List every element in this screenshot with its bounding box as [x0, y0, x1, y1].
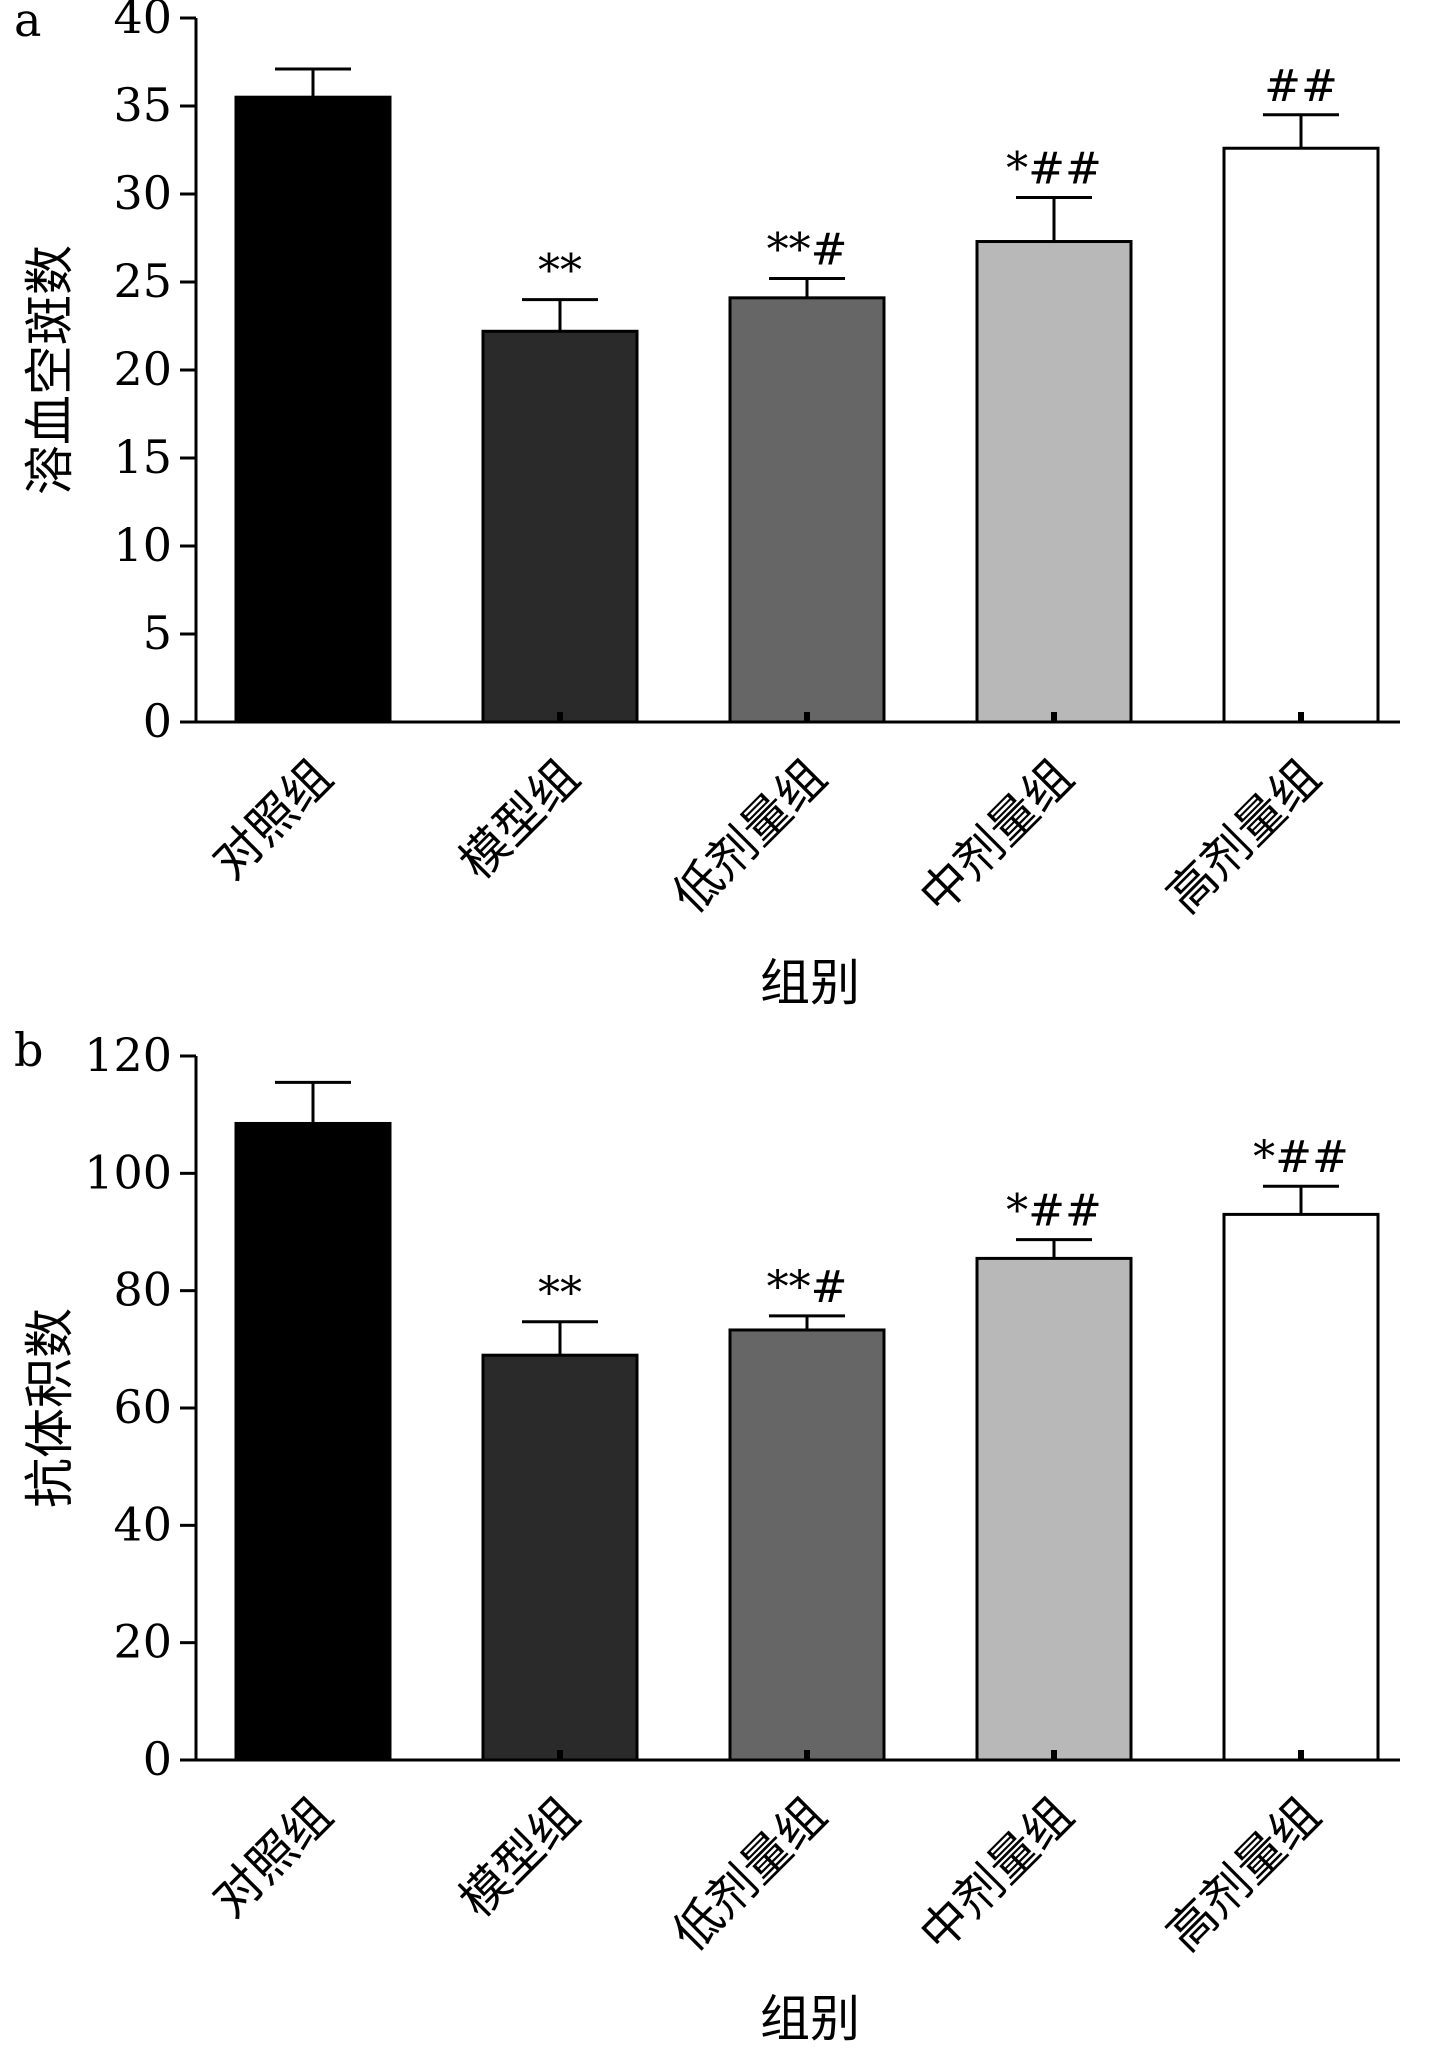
x-axis-label: 组别 — [760, 1990, 860, 2048]
bar — [975, 1256, 1133, 1762]
bar — [728, 1328, 886, 1762]
x-tick-label: 中剂量组 — [909, 1787, 1084, 1962]
y-tick-label: 30 — [113, 166, 172, 220]
x-tick-label: 对照组 — [202, 749, 343, 890]
bar — [1222, 146, 1380, 724]
y-tick-label: 0 — [143, 1732, 172, 1786]
significance-label: *## — [1006, 144, 1102, 195]
bar — [481, 1353, 639, 1762]
significance-label: **# — [767, 1262, 848, 1313]
y-tick-label: 40 — [113, 0, 172, 44]
x-tick-label: 高剂量组 — [1156, 1787, 1331, 1962]
y-tick-label: 20 — [113, 1615, 172, 1669]
panel-label: a — [14, 0, 41, 47]
significance-label: ** — [538, 1268, 582, 1319]
y-tick-label: 15 — [113, 430, 172, 484]
significance-label: **# — [767, 224, 848, 275]
x-tick-label: 模型组 — [449, 749, 590, 890]
y-tick-label: 5 — [143, 606, 172, 660]
bar — [1222, 1212, 1380, 1762]
x-tick-label: 低剂量组 — [662, 1787, 837, 1962]
x-tick-label: 对照组 — [202, 1787, 343, 1928]
bar — [975, 240, 1133, 724]
x-axis-label: 组别 — [760, 954, 860, 1012]
significance-label: *## — [1006, 1186, 1102, 1237]
y-axis-label: 溶血空斑数 — [21, 245, 79, 495]
x-tick-label: 高剂量组 — [1156, 749, 1331, 924]
y-tick-label: 120 — [84, 1028, 172, 1082]
y-tick-label: 25 — [113, 254, 172, 308]
bar — [234, 95, 392, 724]
bar — [481, 329, 639, 724]
y-tick-label: 100 — [84, 1145, 172, 1199]
significance-label: ## — [1264, 61, 1338, 112]
significance-label: ** — [538, 246, 582, 297]
bar — [234, 1121, 392, 1762]
y-tick-label: 80 — [113, 1263, 172, 1317]
y-tick-label: 35 — [113, 78, 172, 132]
y-tick-label: 0 — [143, 694, 172, 748]
panel-label: b — [14, 1023, 43, 1077]
y-axis-label: 抗体积数 — [21, 1308, 79, 1508]
x-tick-label: 模型组 — [449, 1787, 590, 1928]
x-tick-label: 中剂量组 — [909, 749, 1084, 924]
x-tick-label: 低剂量组 — [662, 749, 837, 924]
y-tick-label: 60 — [113, 1380, 172, 1434]
y-tick-label: 40 — [113, 1497, 172, 1551]
significance-label: *## — [1253, 1132, 1349, 1183]
bar — [728, 296, 886, 724]
y-tick-label: 20 — [113, 342, 172, 396]
y-tick-label: 10 — [113, 518, 172, 572]
